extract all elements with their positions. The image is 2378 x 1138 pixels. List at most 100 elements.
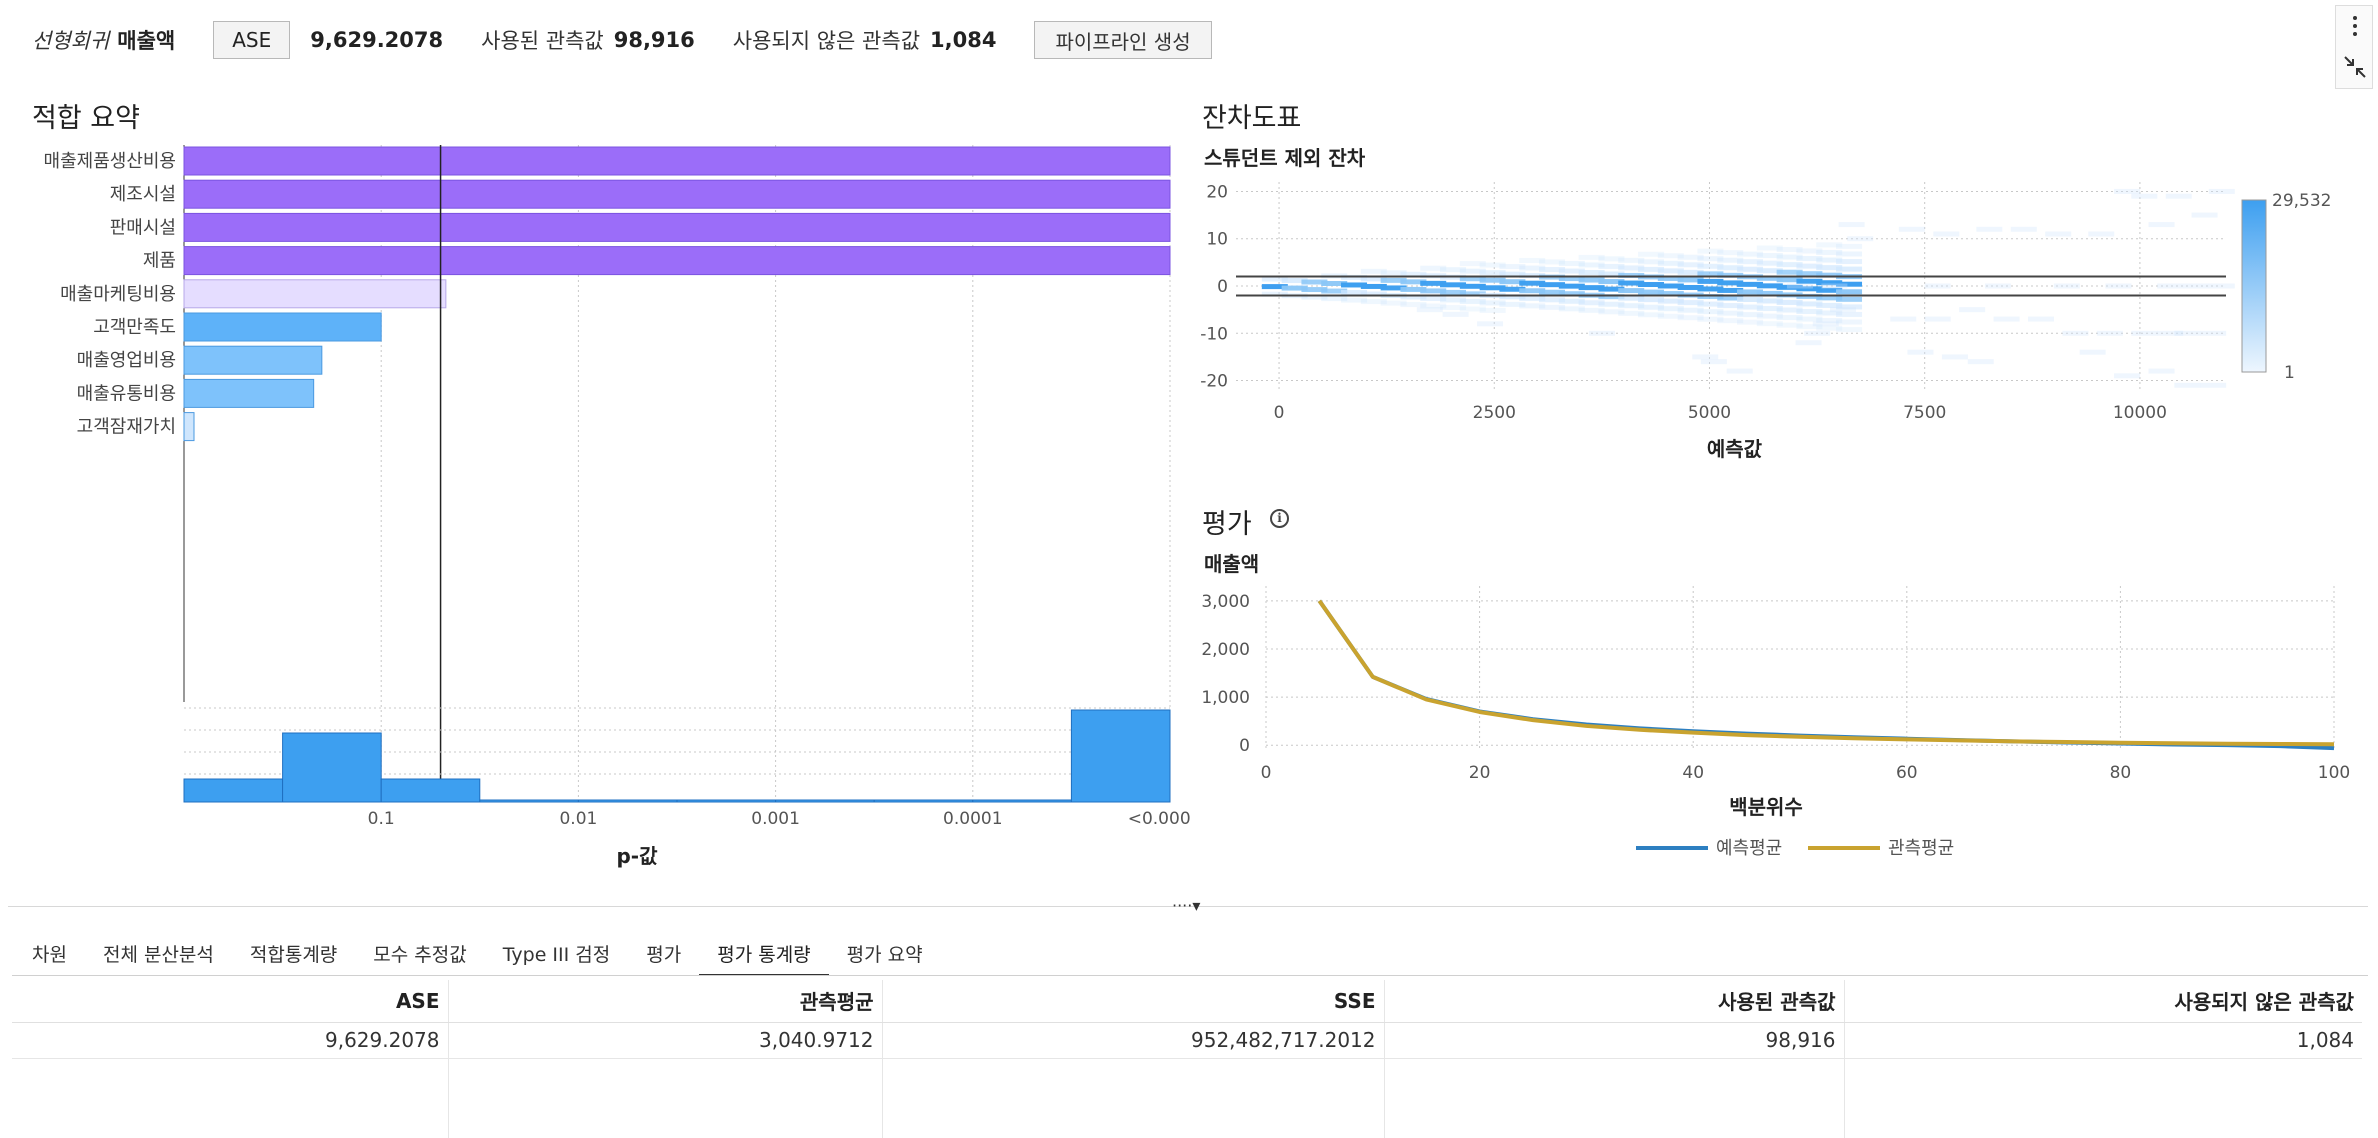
column-header[interactable]: 사용된 관측값 [1384,980,1845,1023]
heat-cell [1301,287,1328,293]
heat-cell [1380,277,1407,283]
heat-cell [1618,272,1645,278]
heat-cell [1717,250,1744,256]
heat-cell [1756,268,1783,274]
ase-button[interactable]: ASE [213,21,291,59]
column-header[interactable]: SSE [882,980,1385,1023]
heat-cell [1442,311,1469,317]
heat-cell [1479,285,1506,291]
create-pipeline-button[interactable]: 파이프라인 생성 [1034,21,1212,59]
heat-cell [1578,300,1605,306]
heat-cell [1697,278,1724,284]
column-header[interactable]: 관측평균 [448,980,883,1023]
x-tick-label: 60 [1896,763,1918,783]
tab-5[interactable]: 평가 [646,944,682,966]
heat-cell [1677,315,1704,321]
heat-cell [1816,272,1843,278]
pvalue-bar [183,412,195,442]
heat-cell [2200,382,2227,388]
heat-cell [2045,231,2072,237]
heat-cell [1380,300,1407,306]
heat-cell [1737,312,1764,318]
heat-cell [1898,226,1925,232]
pvalue-bar [183,212,1171,242]
heat-cell [1578,270,1605,276]
heat-cell [1717,287,1744,293]
heat-cell [2208,188,2235,194]
heat-cell [1836,243,1863,249]
heat-cell [1697,301,1724,307]
heat-cell [1400,286,1427,292]
heat-cell [1836,281,1863,287]
heat-cell [1440,282,1467,288]
heat-cell [1737,281,1764,287]
x-axis-label: 백분위수 [1729,795,1803,819]
heat-cell [1838,222,1865,228]
heat-cell [2174,330,2201,336]
x-tick-label: 0.01 [559,809,597,829]
unused-obs-value: 1,084 [930,28,997,52]
heat-cell [1737,304,1764,310]
collapse-arrows-icon[interactable] [2342,54,2368,80]
heat-cell [1967,359,1994,365]
series-line [1317,599,2335,747]
legend-label: 예측평균 [1716,838,1782,859]
table-cell: 98,916 [1384,1022,1845,1059]
heat-cell [1657,298,1684,304]
heat-cell [1796,324,1823,330]
splitter-handle[interactable]: ····▾ [1172,896,1201,915]
heat-cell [1756,253,1783,259]
heat-cell [1804,330,1831,336]
heat-cell [1776,284,1803,290]
heat-cell [1907,349,1934,355]
heat-cell [1578,262,1605,268]
heat-cell [1836,266,1863,272]
histogram-bar [282,732,382,803]
heat-cell [1479,300,1506,306]
heat-cell [1796,256,1823,262]
info-icon[interactable]: i [1270,509,1289,528]
tab-4[interactable]: Type III 검정 [502,944,611,966]
heat-cell [1816,302,1843,308]
model-type: 선형회귀 [32,29,110,53]
heat-cell [1717,295,1744,301]
heat-cell [1321,296,1348,302]
tab-1[interactable]: 전체 분산분석 [102,944,214,966]
table-row: 9,629.2078 3,040.9712 952,482,717.2012 98,9… [12,1022,2362,1059]
heat-cell [1697,248,1724,254]
pane-splitter[interactable] [8,906,2368,907]
y-tick-label: -20 [1200,372,1228,392]
heat-cell [1400,294,1427,300]
x-tick-label: <0.00001 [1128,809,1190,829]
y-tick-label: 1,000 [1201,688,1250,708]
tab-7[interactable]: 평가 요약 [846,944,923,966]
tab-3[interactable]: 모수 추정값 [373,944,467,966]
heat-cell [2114,373,2141,379]
heat-cell [1380,270,1407,276]
x-tick-label: 20 [1469,763,1491,783]
column-header[interactable]: 사용되지 않은 관측값 [1844,980,2362,1023]
heat-cell [1657,268,1684,274]
heat-cell [1717,265,1744,271]
x-tick-label: 0.1 [368,809,395,829]
category-label: 제조시설 [110,184,176,205]
heat-cell [1499,301,1526,307]
evaluation-title: 평가 [1202,509,1252,540]
tab-0[interactable]: 차원 [32,944,67,966]
heat-cell [1638,289,1665,295]
tab-2[interactable]: 적합통계량 [249,944,338,966]
heat-cell [1539,304,1566,310]
heat-cell [1756,321,1783,327]
residual-plot-title: 잔차도표 [1202,103,1302,134]
heat-cell [2114,188,2141,194]
heat-cell [1301,294,1328,300]
column-header[interactable]: ASE [12,980,449,1023]
heat-cell [1933,231,1960,237]
heat-cell [1440,267,1467,273]
table-cell: 952,482,717.2012 [882,1022,1385,1059]
model-target: 매출액 [117,29,176,53]
x-tick-label: 40 [1682,763,1704,783]
kebab-menu-icon[interactable] [2353,16,2357,40]
tab-6[interactable]: 평가 통계량 [699,930,829,976]
